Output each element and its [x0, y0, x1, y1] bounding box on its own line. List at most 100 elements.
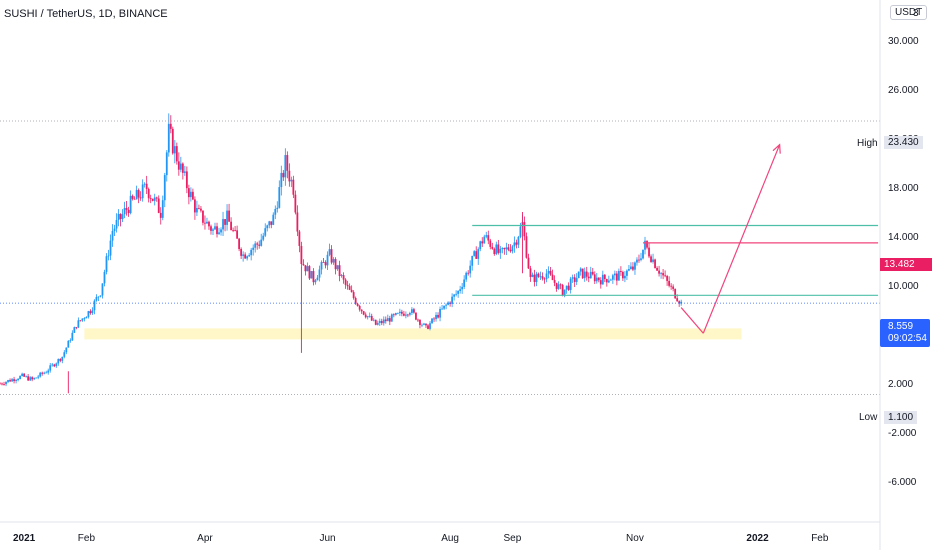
candle-body	[626, 270, 628, 276]
candle-body	[487, 235, 490, 241]
candle-body	[437, 314, 439, 318]
candle-body	[431, 318, 433, 324]
candle-body	[214, 226, 216, 230]
candle-body	[499, 248, 502, 253]
candle-body	[477, 249, 480, 259]
candle-body	[248, 255, 251, 257]
candle-body	[53, 364, 56, 367]
candle-body	[161, 200, 164, 218]
candle-body	[240, 248, 243, 256]
candle-body	[376, 322, 379, 325]
candle-body	[87, 311, 90, 317]
candle-body	[674, 288, 677, 299]
candle-body	[320, 262, 323, 270]
candle-body	[238, 238, 241, 249]
candle-body	[352, 292, 355, 299]
candle-body	[628, 269, 630, 271]
candle-body	[425, 323, 427, 326]
candle-body	[11, 379, 13, 382]
candle-body	[595, 277, 598, 282]
candle-body	[392, 314, 395, 316]
candle-body	[228, 210, 230, 222]
time-tick-label: Apr	[197, 533, 213, 544]
candle-body	[467, 272, 470, 274]
candle-body	[208, 221, 210, 227]
candle-body	[25, 376, 28, 378]
candle-body	[65, 347, 68, 353]
candle-body	[451, 296, 454, 304]
candle-body	[398, 311, 401, 314]
candle-body	[175, 146, 178, 162]
candle-body	[127, 209, 130, 214]
candle-body	[7, 380, 9, 382]
candle-body	[519, 226, 522, 237]
candle-body	[113, 228, 116, 231]
candle-body	[346, 284, 349, 287]
candle-body	[288, 170, 291, 182]
candle-body	[125, 208, 128, 210]
candle-body	[650, 256, 652, 262]
candle-body	[338, 265, 341, 277]
candle-body	[533, 274, 536, 282]
price-tick-label: 30.000	[888, 36, 919, 47]
candle-body	[99, 295, 102, 297]
price-tick-label: 26.000	[888, 85, 919, 96]
candle-body	[577, 271, 580, 279]
candle-body	[326, 254, 329, 266]
candle-body	[523, 222, 526, 237]
candle-body	[85, 316, 88, 319]
candle-body	[423, 323, 425, 325]
candle-body	[461, 286, 464, 290]
candle-body	[95, 297, 98, 301]
candle-body	[648, 247, 650, 257]
candle-body	[57, 359, 60, 364]
unit-button[interactable]: USDT	[890, 5, 928, 20]
candle-body	[419, 319, 421, 325]
candle-body	[531, 274, 534, 277]
candle-body	[268, 221, 271, 226]
candle-body	[455, 293, 458, 295]
price-countdown: 09:02:54	[888, 333, 927, 344]
candle-body	[561, 284, 564, 296]
candle-body	[5, 381, 7, 385]
candle-body	[571, 277, 574, 279]
candle-body	[475, 251, 478, 259]
candle-body	[236, 230, 239, 239]
candle-body	[589, 271, 592, 279]
candle-body	[194, 199, 196, 213]
candle-body	[605, 278, 608, 283]
candle-body	[336, 265, 339, 270]
candle-body	[232, 230, 234, 231]
candle-body	[666, 275, 669, 281]
candle-body	[660, 273, 662, 274]
candle-body	[601, 274, 604, 285]
candle-body	[390, 314, 393, 322]
candle-body	[252, 247, 255, 250]
candle-body	[129, 195, 132, 214]
candle-body	[366, 316, 369, 318]
candle-body	[141, 184, 144, 199]
candle-body	[167, 123, 170, 153]
candle-body	[611, 275, 614, 280]
candle-body	[459, 289, 462, 292]
candle-body	[565, 285, 568, 290]
candle-body	[551, 274, 554, 281]
candle-body	[165, 152, 168, 176]
candle-body	[415, 312, 417, 320]
candle-body	[597, 277, 600, 281]
price-axis[interactable]: 30.00026.00022.00018.00014.00010.0006.00…	[879, 0, 919, 550]
candle-body	[535, 273, 538, 282]
candle-body	[264, 228, 267, 236]
candle-body	[354, 298, 357, 304]
candle-body	[495, 244, 498, 255]
candle-body	[15, 380, 17, 382]
candle-body	[131, 195, 134, 199]
candle-body	[513, 242, 516, 247]
time-axis[interactable]: 2021 Feb Apr Jun Aug Sep Nov 2022 Feb	[0, 521, 880, 544]
candle-body	[557, 284, 560, 289]
candle-body	[226, 210, 228, 225]
candle-body	[658, 270, 660, 274]
candle-body	[491, 246, 494, 249]
candle-body	[183, 171, 186, 173]
